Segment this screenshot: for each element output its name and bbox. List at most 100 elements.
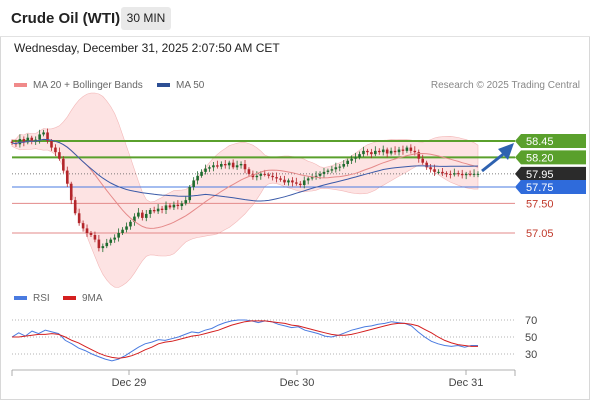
candle-body bbox=[160, 208, 164, 210]
candle-body bbox=[342, 164, 346, 167]
candle-body bbox=[397, 149, 401, 153]
candle-body bbox=[468, 173, 472, 175]
candle-body bbox=[283, 179, 286, 183]
candle-body bbox=[259, 173, 263, 176]
candle-body bbox=[38, 134, 41, 140]
candle-body bbox=[10, 141, 14, 143]
timeframe-badge[interactable]: 30 MIN bbox=[121, 7, 171, 30]
level-tag-text: 58.20 bbox=[526, 152, 554, 164]
candle-body bbox=[453, 173, 456, 175]
candle-body bbox=[30, 137, 34, 142]
level-tag-58-45: 58.45 bbox=[515, 134, 586, 148]
bollinger-band bbox=[11, 92, 479, 288]
arrow-shaft bbox=[481, 150, 507, 173]
candle-body bbox=[141, 212, 144, 218]
candle-body bbox=[42, 132, 45, 135]
candle-body bbox=[389, 150, 393, 154]
chart-datetime: Wednesday, December 31, 2025 2:07:50 AM … bbox=[14, 41, 280, 55]
candle-body bbox=[330, 169, 334, 171]
candle-body bbox=[405, 147, 409, 151]
candle-body bbox=[370, 152, 373, 155]
candle-body bbox=[204, 168, 207, 172]
candle-body bbox=[176, 204, 180, 207]
candle-body bbox=[449, 173, 452, 175]
candle-body bbox=[275, 177, 278, 179]
candle-body bbox=[445, 173, 448, 175]
candle-body bbox=[267, 174, 270, 176]
candle-body bbox=[227, 162, 231, 166]
level-tag-57-95: 57.95 bbox=[515, 166, 586, 181]
candle-body bbox=[314, 175, 318, 178]
rsi-label: RSI bbox=[33, 293, 50, 304]
candle-body bbox=[77, 213, 81, 224]
level-label-57-05: 57.05 bbox=[526, 228, 554, 240]
candle-body bbox=[117, 233, 120, 238]
candle-body bbox=[235, 165, 239, 168]
candle-body bbox=[354, 157, 357, 159]
ma9-label: 9MA bbox=[82, 293, 103, 304]
candle-body bbox=[73, 200, 77, 214]
candle-body bbox=[65, 170, 69, 184]
candle-body bbox=[85, 228, 89, 233]
ma50-line bbox=[11, 138, 479, 202]
candle-body bbox=[69, 183, 73, 201]
candle-body bbox=[413, 150, 417, 153]
candle-body bbox=[417, 152, 421, 159]
candle-body bbox=[472, 173, 476, 175]
candle-body bbox=[393, 150, 397, 153]
candle-body bbox=[287, 180, 290, 183]
rsi-line bbox=[11, 319, 478, 362]
candle-body bbox=[429, 167, 432, 170]
candle-body bbox=[50, 141, 53, 148]
candle-body bbox=[318, 173, 322, 176]
candle-body bbox=[144, 213, 148, 218]
level-tag-bg bbox=[515, 180, 586, 194]
candle-body bbox=[302, 180, 306, 186]
candle-body bbox=[247, 169, 251, 174]
candle-body bbox=[113, 237, 116, 240]
candle-body bbox=[374, 150, 377, 155]
candle-body bbox=[350, 158, 353, 161]
time-tick-label: Dec 31 bbox=[449, 377, 484, 389]
legend-ma50: MA 50 bbox=[157, 80, 204, 91]
candle-body bbox=[26, 137, 30, 143]
rsi-tick-50: 50 bbox=[525, 332, 537, 344]
candle-body bbox=[168, 205, 172, 208]
candle-body bbox=[105, 242, 109, 247]
candle-body bbox=[295, 182, 298, 184]
candle-body bbox=[358, 154, 361, 158]
candle-body bbox=[164, 205, 168, 210]
candle-body bbox=[93, 234, 97, 240]
candle-body bbox=[421, 158, 425, 163]
level-tag-text: 58.45 bbox=[526, 136, 554, 148]
legend-ma9: 9MA bbox=[63, 293, 103, 304]
candle-body bbox=[97, 239, 101, 249]
candle-body bbox=[362, 150, 365, 155]
rsi-ma9-line bbox=[12, 320, 478, 359]
ma20-line bbox=[11, 138, 479, 229]
candle-body bbox=[322, 171, 326, 174]
time-tick-label: Dec 29 bbox=[112, 377, 147, 389]
candle-body bbox=[476, 173, 480, 175]
candle-body bbox=[121, 229, 124, 233]
candles bbox=[10, 128, 480, 253]
instrument-title: Crude Oil (WTI) bbox=[11, 10, 121, 27]
candle-body bbox=[137, 212, 140, 217]
level-tag-bg bbox=[515, 150, 586, 165]
candle-body bbox=[279, 178, 282, 180]
candle-body bbox=[366, 150, 369, 153]
candle-body bbox=[125, 226, 128, 230]
candle-body bbox=[200, 171, 203, 176]
candle-body bbox=[101, 246, 105, 249]
candle-body bbox=[109, 239, 113, 243]
candle-body bbox=[409, 147, 413, 151]
candle-body bbox=[22, 139, 26, 143]
candle-body bbox=[425, 162, 428, 168]
candle-body bbox=[381, 149, 385, 153]
candle-body bbox=[298, 183, 302, 186]
level-tag-bg bbox=[515, 134, 586, 148]
candle-body bbox=[377, 150, 381, 153]
rsi-tick-70: 70 bbox=[525, 315, 537, 327]
level-tag-text: 57.75 bbox=[526, 182, 554, 194]
